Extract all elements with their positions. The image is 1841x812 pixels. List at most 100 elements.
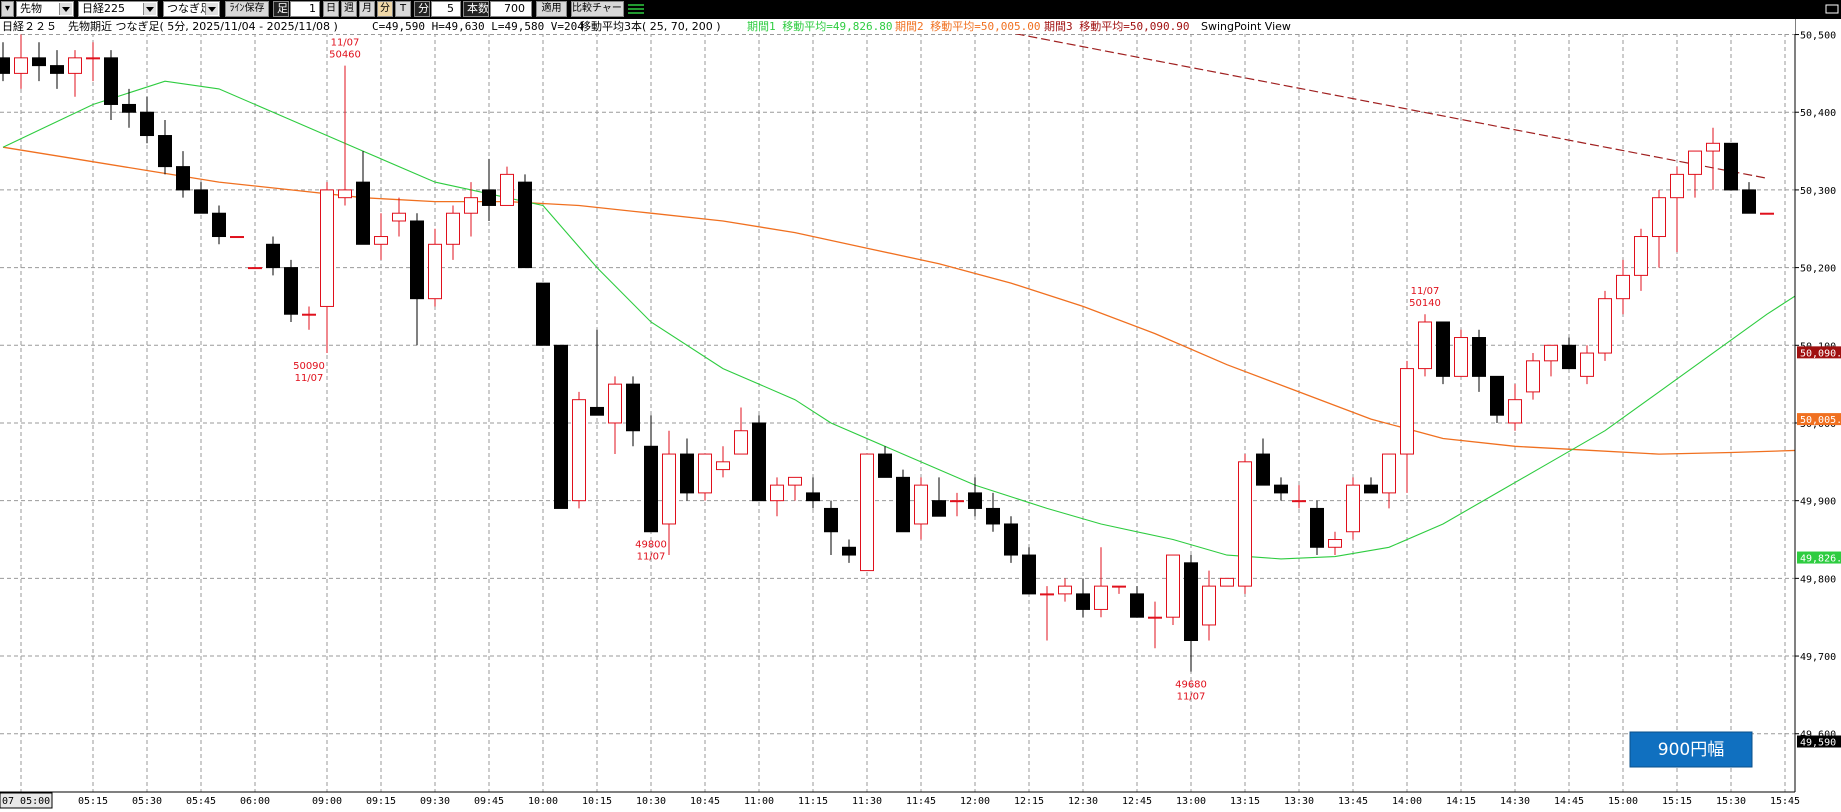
time-tick-label: 13:30 bbox=[1284, 796, 1314, 807]
menu-button[interactable]: ▾ bbox=[1, 1, 14, 17]
candle-body bbox=[428, 243, 442, 300]
candle bbox=[1670, 166, 1684, 253]
header-view: SwingPoint View bbox=[1201, 20, 1291, 33]
candle bbox=[446, 205, 460, 260]
compare-chart-button[interactable]: 比較チャート bbox=[571, 1, 624, 17]
time-tick-label: 10:15 bbox=[582, 796, 612, 807]
candle bbox=[248, 267, 262, 270]
candle-body bbox=[284, 267, 298, 315]
candle-body bbox=[986, 507, 1000, 525]
candle-body bbox=[1148, 616, 1162, 619]
range-badge-text: 900円幅 bbox=[1658, 740, 1724, 760]
candle-body bbox=[374, 236, 388, 245]
ma1-price-tag: 49,826.80 bbox=[1800, 554, 1841, 565]
chart-mode-select[interactable]: つなぎ足 bbox=[163, 1, 220, 17]
time-tick-label: 15:15 bbox=[1662, 796, 1692, 807]
time-tick-label: 12:45 bbox=[1122, 796, 1152, 807]
candle bbox=[644, 415, 658, 533]
candle bbox=[788, 476, 802, 501]
candle-body bbox=[1022, 554, 1036, 595]
month-button[interactable]: 月 bbox=[359, 1, 375, 17]
time-tick-label: 11:15 bbox=[798, 796, 828, 807]
candle bbox=[374, 213, 388, 260]
candle bbox=[752, 415, 766, 502]
indicator-icon[interactable] bbox=[627, 2, 645, 16]
price-tick-label: 50,500 bbox=[1800, 31, 1836, 42]
time-tick-label: 05:30 bbox=[132, 796, 162, 807]
candle-body bbox=[410, 220, 424, 300]
minute-input[interactable]: 5 bbox=[431, 1, 461, 17]
week-button[interactable]: 週 bbox=[341, 1, 357, 17]
window-resize-icon[interactable] bbox=[1825, 4, 1839, 14]
time-tick-label: 13:00 bbox=[1176, 796, 1206, 807]
range-badge[interactable]: 900円幅 bbox=[1629, 731, 1753, 768]
candle bbox=[50, 50, 64, 89]
candle-body bbox=[518, 181, 532, 269]
candle bbox=[86, 42, 100, 82]
line-save-button[interactable]: ﾗｲﾝ保存 bbox=[225, 1, 269, 17]
candle-body bbox=[1508, 399, 1522, 424]
candle bbox=[1508, 384, 1522, 431]
candle-body bbox=[806, 492, 820, 502]
time-tick-label: 06:00 bbox=[240, 796, 270, 807]
chart-mode-value: つなぎ足 bbox=[167, 2, 211, 15]
time-tick-label: 12:00 bbox=[960, 796, 990, 807]
candle bbox=[626, 376, 640, 447]
candle-body bbox=[716, 461, 730, 471]
candle bbox=[356, 151, 370, 245]
day-button[interactable]: 日 bbox=[323, 1, 339, 17]
candle-body bbox=[1454, 337, 1468, 377]
candle-body bbox=[1652, 197, 1666, 238]
swing-value: 50140 bbox=[1409, 298, 1441, 309]
candle-body bbox=[1400, 368, 1414, 455]
candle-body bbox=[536, 282, 550, 346]
ma1-price-tag-bg bbox=[1797, 551, 1841, 564]
candle-body bbox=[932, 500, 946, 517]
candle-body bbox=[824, 507, 838, 533]
menu-glyph: ▾ bbox=[4, 3, 11, 14]
period-input[interactable]: 1 bbox=[290, 1, 320, 17]
candle-body bbox=[1094, 585, 1108, 610]
time-tick-label: 09:45 bbox=[474, 796, 504, 807]
header-symbol: 日経２２５ bbox=[2, 20, 57, 33]
candle bbox=[1148, 601, 1162, 649]
count-label: 本数 bbox=[463, 1, 489, 17]
candle bbox=[1274, 477, 1288, 501]
time-tick-label: 12:30 bbox=[1068, 796, 1098, 807]
chevron-down-icon bbox=[146, 7, 154, 12]
ma3-price-tag: 50,090.90 bbox=[1800, 348, 1841, 359]
candle-body bbox=[1112, 585, 1126, 588]
market-select[interactable]: 先物 bbox=[16, 1, 74, 17]
candle bbox=[1256, 438, 1270, 486]
price-tick-label: 50,300 bbox=[1800, 186, 1836, 197]
candle bbox=[1238, 454, 1252, 594]
candle-body bbox=[482, 189, 496, 206]
price-axis: 49,60049,70049,80049,90050,00050,10050,2… bbox=[1794, 19, 1841, 812]
ashi-label: 足 bbox=[273, 1, 289, 17]
minute-button[interactable]: 分 bbox=[377, 1, 393, 17]
candle bbox=[1742, 182, 1756, 214]
time-tick-label: 10:00 bbox=[528, 796, 558, 807]
candle bbox=[1526, 353, 1540, 400]
candle bbox=[338, 65, 352, 206]
candle-body bbox=[1076, 593, 1090, 610]
count-input[interactable]: 700 bbox=[490, 1, 532, 17]
tick-button[interactable]: T bbox=[395, 1, 411, 17]
candle-body bbox=[1436, 321, 1450, 377]
time-axis: 07 05:00 05:15 05:30 05:45 06:00 09:00 09:15 09… bbox=[0, 791, 1841, 812]
candle bbox=[32, 42, 46, 82]
candle bbox=[1130, 586, 1144, 618]
candle bbox=[500, 166, 514, 206]
candle-body bbox=[1040, 593, 1054, 596]
minute-label: 分 bbox=[414, 1, 430, 17]
candle bbox=[968, 477, 982, 517]
price-tick-label: 49,800 bbox=[1800, 574, 1836, 585]
header-ma1: 期間1 移動平均=49,826.80 bbox=[747, 19, 892, 33]
swing-date: 11/07 bbox=[1411, 286, 1440, 297]
header-ma-label: 移動平均3本( 25, 70, 200 ) bbox=[580, 19, 721, 33]
candle bbox=[1454, 329, 1468, 377]
symbol-select[interactable]: 日経225 bbox=[78, 1, 158, 17]
apply-button[interactable]: 適用 bbox=[536, 1, 567, 17]
candle bbox=[1076, 578, 1090, 618]
candle bbox=[1472, 329, 1486, 392]
